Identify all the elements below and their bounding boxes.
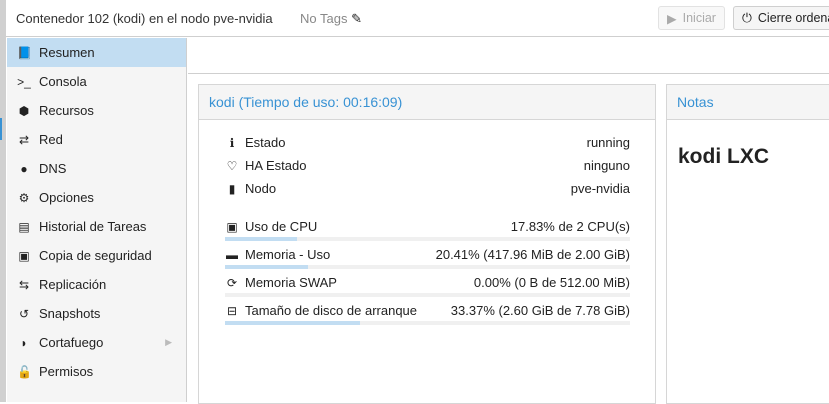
header: Contenedor 102 (kodi) en el nodo pve-nvi…	[6, 0, 829, 37]
usage-row: ▬ Memoria - Uso 20.41% (417.96 MiB de 2.00…	[225, 247, 630, 262]
usage-label: Memoria SWAP	[245, 275, 337, 290]
hdd-icon: ⊟	[226, 303, 238, 318]
sidebar-item-cortafuego[interactable]: ◗ Cortafuego ▶	[7, 328, 186, 357]
floppy-icon: ▣	[18, 248, 30, 263]
exchange-icon: ⇄	[18, 132, 30, 147]
info-icon: ℹ	[229, 135, 235, 150]
status-title: kodi (Tiempo de uso: 00:16:09)	[199, 85, 655, 120]
usage-row: ⊟ Tamaño de disco de arranque 33.37% (2.60…	[225, 303, 630, 318]
sidebar-item-historial-de-tareas[interactable]: ▤ Historial de Tareas	[7, 212, 186, 241]
page-title: Contenedor 102 (kodi) en el nodo pve-nvi…	[16, 11, 273, 26]
notes-panel: Notas kodi LXC	[666, 84, 829, 404]
info-value: running	[586, 135, 630, 150]
info-value: ninguno	[583, 158, 630, 173]
sidebar-item-snapshots[interactable]: ↺ Snapshots	[7, 299, 186, 328]
sidebar-item-label: Replicación	[39, 277, 107, 292]
usage-value: 0.00% (0 B de 512.00 MiB)	[473, 275, 630, 290]
info-value: pve-nvidia	[570, 181, 630, 196]
sidebar-item-label: Consola	[39, 74, 87, 89]
info-label: Estado	[245, 135, 286, 150]
info-row: ℹ Estado running	[225, 135, 630, 150]
sidebar-item-resumen[interactable]: 📘 Resumen	[7, 38, 186, 67]
usage-row: ▣ Uso de CPU 17.83% de 2 CPU(s)	[225, 219, 630, 234]
sidebar-item-red[interactable]: ⇄ Red	[7, 125, 186, 154]
usage-label: Uso de CPU	[245, 219, 318, 234]
sidebar-item-label: Opciones	[39, 190, 94, 205]
sidebar-item-label: Permisos	[39, 364, 94, 379]
gear-icon: ⚙	[18, 190, 30, 205]
sidebar-item-permisos[interactable]: 🔓 Permisos	[7, 357, 186, 386]
tags-editor[interactable]: No Tags ✎	[300, 11, 362, 27]
sidebar-item-label: Recursos	[39, 103, 94, 118]
unlock-icon: 🔓	[17, 364, 32, 379]
start-button[interactable]: ▶ Iniciar	[658, 6, 725, 30]
usage-progress-bar	[225, 293, 630, 297]
memory-icon: ▬	[226, 247, 238, 262]
sidebar-item-label: Cortafuego	[39, 335, 104, 350]
usage-row: ⟳ Memoria SWAP 0.00% (0 B de 512.00 MiB)	[225, 275, 630, 290]
cube-icon: ⬢	[18, 103, 30, 118]
play-icon: ▶	[667, 11, 677, 26]
terminal-icon: >_	[17, 74, 31, 89]
info-row: ♡ HA Estado ninguno	[225, 158, 630, 173]
book-icon: 📘	[17, 45, 32, 60]
retweet-icon: ⇆	[18, 277, 30, 292]
info-label: HA Estado	[245, 158, 307, 173]
tags-label: No Tags	[300, 11, 348, 26]
usage-progress-fill	[225, 237, 298, 241]
sidebar-item-label: Snapshots	[39, 306, 101, 321]
sidebar-item-recursos[interactable]: ⬢ Recursos	[7, 96, 186, 125]
usage-progress-bar	[225, 237, 630, 241]
usage-progress-bar	[225, 265, 630, 269]
sidebar-item-replicaci-n[interactable]: ⇆ Replicación	[7, 270, 186, 299]
main: kodi (Tiempo de uso: 00:16:09) ℹ Estado ru…	[188, 38, 829, 404]
usage-progress-bar	[225, 321, 630, 325]
notes-title: Notas	[667, 85, 829, 120]
globe-icon: ●	[20, 161, 28, 176]
list-icon: ▤	[18, 219, 30, 234]
sidebar-item-label: Copia de seguridad	[39, 248, 152, 263]
history-icon: ↺	[18, 306, 30, 321]
heartbeat-icon: ♡	[226, 158, 238, 173]
toolbar	[188, 38, 829, 74]
info-row: ▮ Nodo pve-nvidia	[225, 181, 630, 196]
power-icon: ⏻	[742, 10, 752, 25]
usage-progress-fill	[225, 321, 361, 325]
shield-icon: ◗	[20, 335, 28, 350]
expand-arrow-icon[interactable]: ▶	[165, 337, 172, 347]
status-panel: kodi (Tiempo de uso: 00:16:09) ℹ Estado ru…	[198, 84, 656, 404]
usage-progress-fill	[225, 265, 308, 269]
pencil-icon: ✎	[351, 11, 362, 26]
sidebar-item-opciones[interactable]: ⚙ Opciones	[7, 183, 186, 212]
sidebar-item-label: Red	[39, 132, 63, 147]
sidebar: 📘 Resumen >_ Consola ⬢ Recursos ⇄ Red ● DNS ⚙ Opcio…	[7, 38, 187, 402]
sidebar-item-consola[interactable]: >_ Consola	[7, 67, 186, 96]
usage-value: 17.83% de 2 CPU(s)	[510, 219, 630, 234]
splitter[interactable]	[0, 0, 6, 402]
building-icon: ▮	[228, 181, 236, 196]
shutdown-button[interactable]: ⏻ Cierre ordena	[733, 6, 829, 30]
info-label: Nodo	[245, 181, 277, 196]
refresh-icon: ⟳	[226, 275, 238, 290]
sidebar-item-copia-de-seguridad[interactable]: ▣ Copia de seguridad	[7, 241, 186, 270]
usage-label: Tamaño de disco de arranque	[245, 303, 418, 318]
notes-content: kodi LXC	[678, 145, 770, 168]
usage-value: 20.41% (417.96 MiB de 2.00 GiB)	[435, 247, 630, 262]
usage-value: 33.37% (2.60 GiB de 7.78 GiB)	[450, 303, 630, 318]
usage-label: Memoria - Uso	[245, 247, 331, 262]
sidebar-item-label: Historial de Tareas	[39, 219, 147, 234]
sidebar-item-label: Resumen	[39, 45, 95, 60]
sidebar-item-label: DNS	[39, 161, 67, 176]
sidebar-item-dns[interactable]: ● DNS	[7, 154, 186, 183]
cpu-icon: ▣	[226, 219, 238, 234]
